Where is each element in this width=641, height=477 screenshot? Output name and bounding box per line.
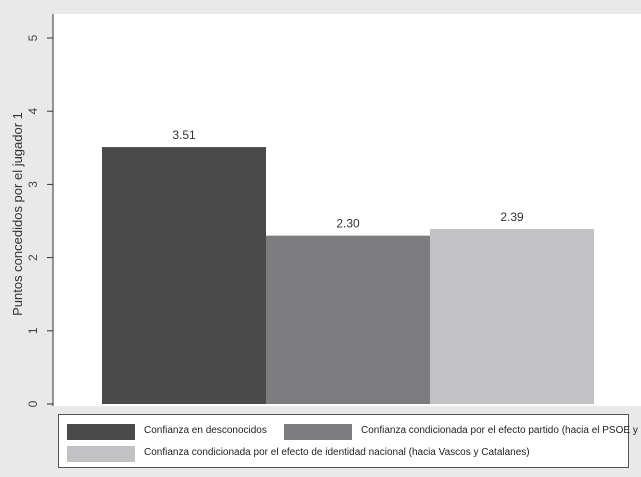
y-tick-label: 0 [26,400,40,407]
y-tick-label: 4 [26,108,40,115]
legend-label-2: Confianza condicionada por el efecto par… [361,425,641,436]
legend-swatch-1 [67,424,135,440]
legend-swatch-2 [284,424,352,440]
y-axis-ticks: 0 1 2 3 4 5 [26,34,53,407]
bar-value-label: 2.39 [500,210,524,224]
legend-label-3: Confianza condicionada por el efecto de … [144,447,530,458]
y-axis-label: Puntos concedidos por el jugador 1 [10,112,25,316]
legend: Confianza en desconocidos Confianza cond… [58,414,641,468]
legend-label-1: Confianza en desconocidos [144,425,267,436]
bars [102,147,594,404]
bar-value-label: 2.30 [336,217,360,231]
bar-value-labels: 3.51 2.30 2.39 [172,128,524,231]
bar [102,147,266,404]
legend-swatch-3 [67,446,135,462]
bar-value-label: 3.51 [172,128,196,142]
bar [266,235,430,404]
bar [430,229,594,404]
y-tick-label: 3 [26,181,40,188]
y-tick-label: 5 [26,34,40,41]
y-tick-label: 2 [26,254,40,261]
y-tick-label: 1 [26,327,40,334]
